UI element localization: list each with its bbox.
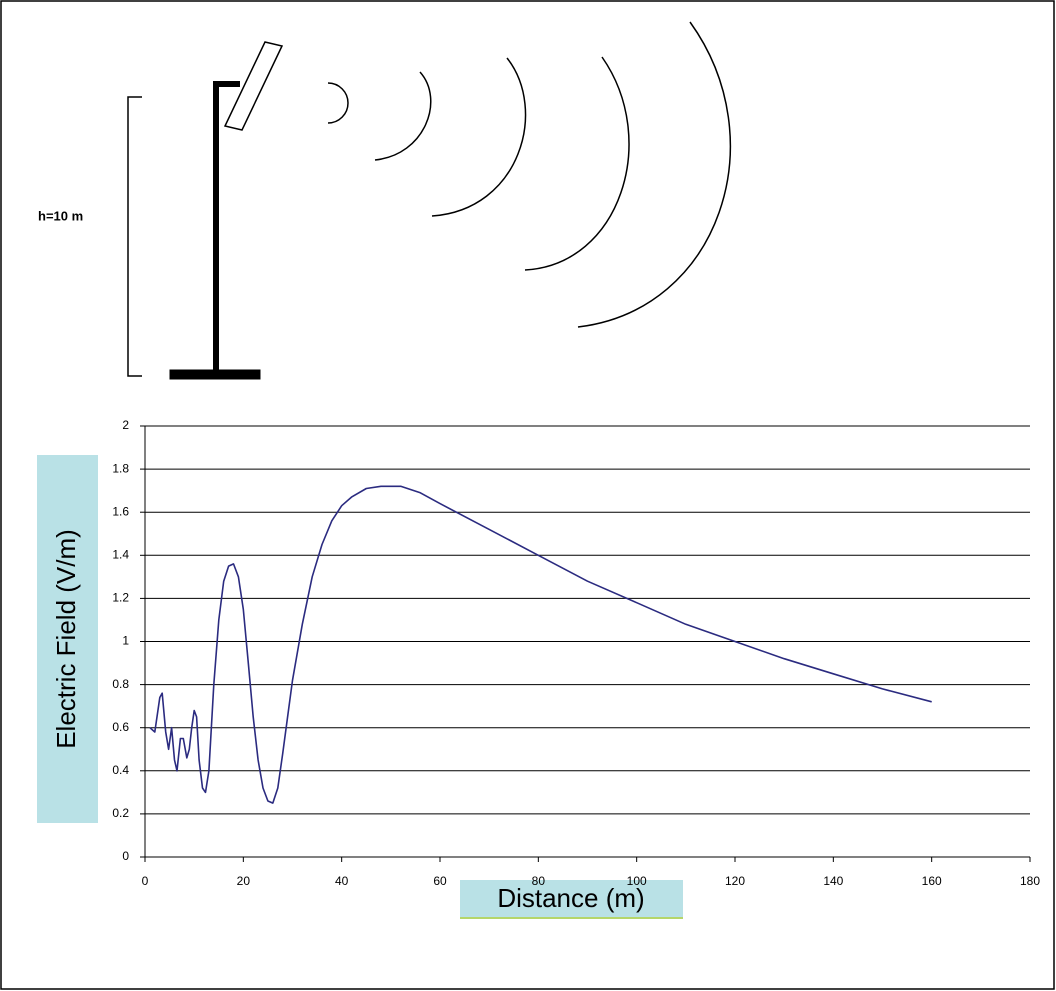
height-label: h=10 m bbox=[38, 208, 83, 223]
y-tick-label: 1.6 bbox=[112, 504, 129, 518]
y-tick-label: 0.8 bbox=[112, 677, 129, 691]
wave bbox=[327, 82, 349, 124]
antenna bbox=[223, 41, 284, 131]
y-tick-label: 1.8 bbox=[112, 461, 129, 475]
antenna-diagram bbox=[127, 21, 732, 380]
wave bbox=[577, 21, 732, 328]
wave bbox=[374, 71, 432, 161]
ylabel-box bbox=[37, 455, 98, 823]
x-axis-title: Distance (m) bbox=[497, 883, 644, 913]
wave bbox=[431, 57, 527, 217]
pole bbox=[213, 81, 240, 375]
wave bbox=[524, 56, 630, 271]
x-tick-label: 120 bbox=[725, 874, 745, 888]
x-tick-label: 80 bbox=[532, 874, 546, 888]
plot: 00.20.40.60.811.21.41.61.820 20 40 60 80 100 1… bbox=[112, 418, 1040, 888]
xlabel-box bbox=[460, 880, 683, 918]
x-tick-label: 100 bbox=[627, 874, 647, 888]
data-line bbox=[149, 485, 932, 804]
y-axis-title: Electric Field (V/m) bbox=[51, 529, 81, 749]
x-tick-label: 20 bbox=[237, 874, 251, 888]
x-tick-label: 0 bbox=[142, 874, 149, 888]
pole-base bbox=[169, 369, 261, 380]
y-tick-label: 1.4 bbox=[112, 547, 129, 561]
y-tick-label: 0.2 bbox=[112, 806, 129, 820]
x-tick-label: 140 bbox=[823, 874, 843, 888]
y-tick-label: 0.6 bbox=[112, 720, 129, 734]
y-tick-label: 2 bbox=[122, 418, 129, 432]
y-tick-label: 1.2 bbox=[112, 591, 129, 605]
x-tick-label: 60 bbox=[433, 874, 447, 888]
x-tick-label: 40 bbox=[335, 874, 349, 888]
height-bracket bbox=[127, 96, 142, 377]
x-tick-label: 180 bbox=[1020, 874, 1040, 888]
x-tick-label: 160 bbox=[922, 874, 942, 888]
y-tick-label: 0.4 bbox=[112, 763, 129, 777]
y-tick-label: 1 bbox=[122, 634, 129, 648]
y-tick-label: 0 bbox=[122, 849, 129, 863]
